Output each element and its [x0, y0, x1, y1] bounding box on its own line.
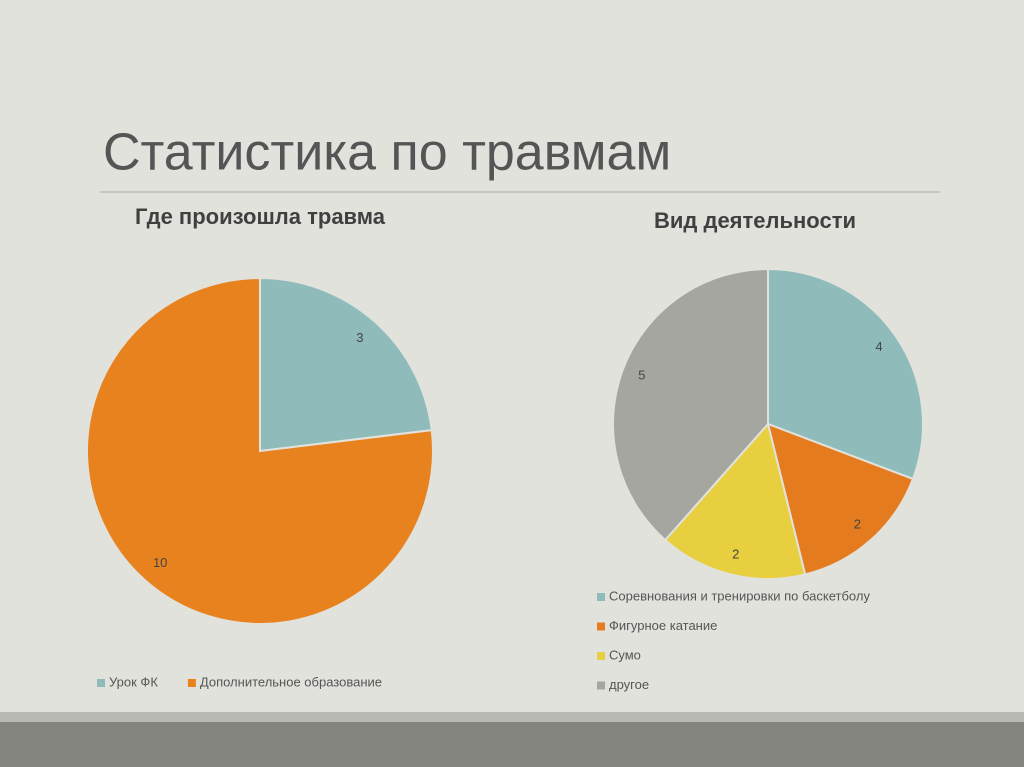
- pie-slice: [86, 276, 434, 625]
- legend-marker: [97, 679, 105, 687]
- pie-slice: [259, 276, 433, 453]
- legend-marker: [187, 679, 196, 687]
- data-label: 3: [356, 330, 363, 345]
- legend-marker: [597, 681, 605, 690]
- data-label: 2: [732, 546, 739, 561]
- legend-label: Урок ФК: [109, 674, 158, 689]
- pie-slice: [766, 422, 915, 576]
- legend-label: Соревнования и тренировки по баскетболу: [609, 588, 870, 603]
- pie-slice: [767, 267, 924, 481]
- slide-title: Статистика по травмам: [103, 124, 671, 182]
- chart-title: Вид деятельности: [654, 208, 856, 233]
- data-label: 10: [153, 555, 167, 570]
- legend-label: Дополнительное образование: [200, 674, 382, 689]
- legend-marker: [597, 652, 605, 660]
- legend-label: Фигурное катание: [609, 618, 717, 633]
- pie-slice: [663, 421, 807, 580]
- legend-marker: [597, 593, 605, 601]
- footer-band: [0, 712, 1024, 722]
- legend-label: Сумо: [609, 647, 641, 662]
- data-label: 5: [638, 368, 645, 383]
- data-label: 4: [875, 339, 882, 354]
- chart-title: Где произошла травма: [135, 204, 386, 229]
- legend-marker: [597, 622, 605, 631]
- legend-label: другое: [609, 677, 649, 692]
- data-label: 2: [854, 516, 861, 531]
- pie-slice: [612, 267, 769, 542]
- footer-bar: [0, 722, 1024, 767]
